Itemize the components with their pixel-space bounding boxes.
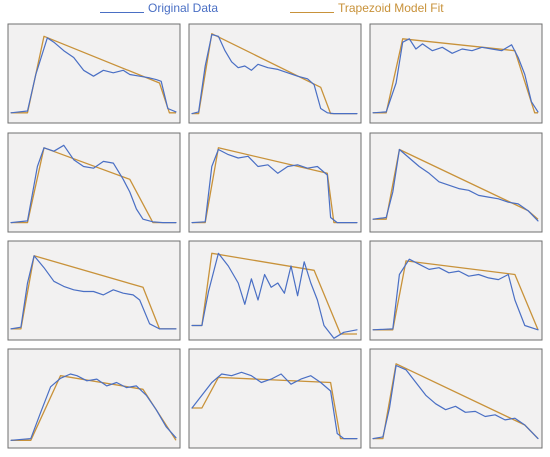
panel-3	[369, 23, 543, 124]
panel-12	[369, 348, 543, 449]
trapezoid-fit-line	[373, 38, 538, 114]
panel-6	[369, 132, 543, 233]
panel-2	[188, 23, 362, 124]
panel-background	[369, 240, 543, 341]
panel-5	[188, 132, 362, 233]
original-data-line	[10, 144, 177, 224]
original-data-line	[191, 148, 358, 224]
original-data-line	[191, 252, 358, 339]
panel-9	[369, 240, 543, 341]
panel-background	[7, 23, 181, 124]
panel-background	[7, 348, 181, 449]
legend-original: Original Data	[100, 1, 218, 15]
panel-background	[7, 132, 181, 233]
panel-8	[188, 240, 362, 341]
legend-trapezoid-label: Trapezoid Model Fit	[338, 1, 444, 15]
panel-7	[7, 240, 181, 341]
panel-10	[7, 348, 181, 449]
panel-1	[7, 23, 181, 124]
legend-original-label: Original Data	[148, 1, 219, 15]
panel-background	[369, 132, 543, 233]
original-data-line	[191, 33, 358, 115]
panel-background	[188, 132, 362, 233]
legend-original-swatch	[100, 12, 144, 13]
panel-4	[7, 132, 181, 233]
trapezoid-fit-line	[11, 35, 176, 114]
original-data-line	[191, 371, 358, 440]
original-data-line	[372, 148, 539, 222]
original-data-line	[372, 258, 539, 331]
original-data-line	[372, 364, 539, 440]
legend-trapezoid-swatch	[290, 12, 334, 13]
legend: Original Data Trapezoid Model Fit	[0, 0, 550, 20]
panel-background	[369, 23, 543, 124]
panel-11	[188, 348, 362, 449]
panel-background	[188, 348, 362, 449]
panel-background	[188, 240, 362, 341]
legend-trapezoid: Trapezoid Model Fit	[290, 1, 444, 15]
panel-background	[188, 23, 362, 124]
original-data-line	[372, 38, 539, 114]
original-data-line	[10, 255, 177, 330]
original-data-line	[10, 373, 177, 441]
original-data-line	[10, 37, 177, 114]
panel-background	[7, 240, 181, 341]
